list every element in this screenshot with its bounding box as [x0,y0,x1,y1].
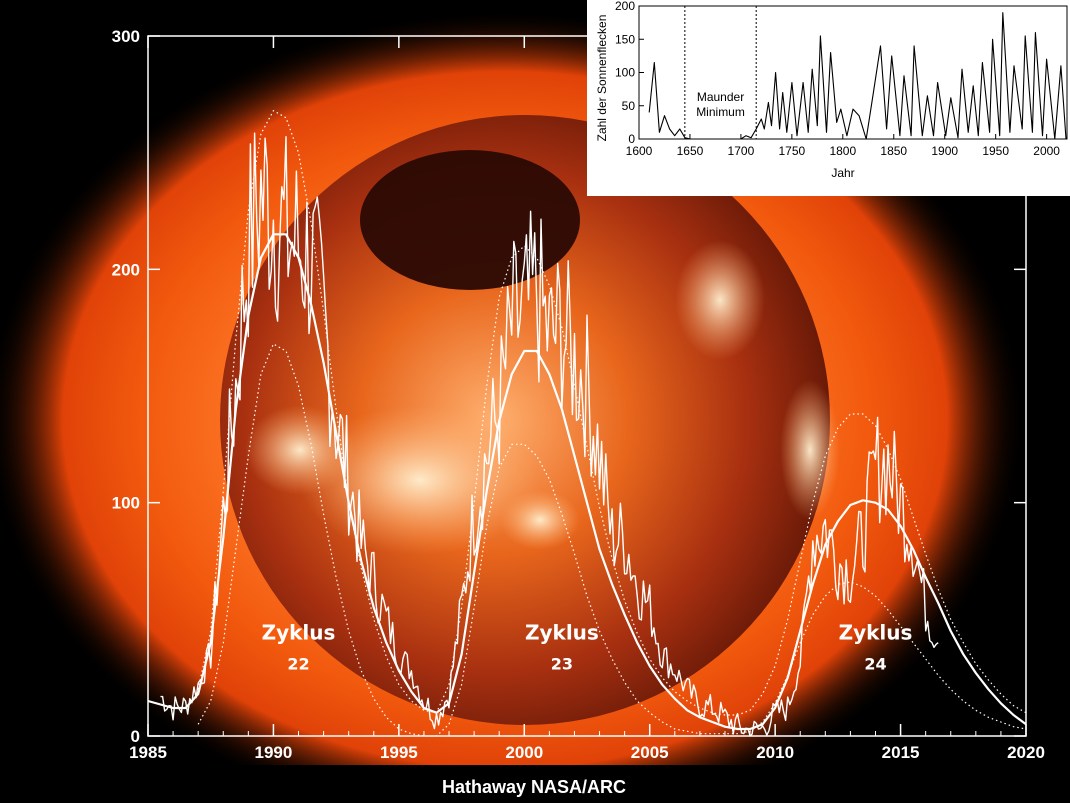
x-tick-label: 2000 [505,743,543,762]
series-line-monthly-noisy-white [160,132,939,737]
inset-series [648,12,1067,140]
inset-x-tick-label: 1850 [880,144,907,158]
inset-x-tick-label: 1800 [829,144,856,158]
inset-y-tick-label: 150 [615,32,635,46]
x-tick-label: 2020 [1007,743,1045,762]
inset-x-tick-label: 1600 [626,144,653,158]
credit-label: Hathaway NASA/ARC [442,777,626,797]
inset-x-tick-label: 1900 [931,144,958,158]
y-tick-label: 100 [112,494,140,513]
inset-chart: 1600 1650 1700 1750 1800 1850 1900 1950 2000 0 50 1… [587,0,1070,196]
inset-x-tick-label: 2000 [1033,144,1060,158]
cycle-label: Zyklus [525,620,599,644]
inset-x-tick-label: 1700 [728,144,755,158]
inset-x-tick-label: 1950 [982,144,1009,158]
x-tick-label: 1995 [380,743,418,762]
inset-axes: 1600 1650 1700 1750 1800 1850 1900 1950 2000 0 50 1… [615,0,1060,158]
inset-x-axis-label: Jahr [831,166,854,180]
cycle-label: Zyklus [262,620,336,644]
inset-annotation-minimum: Minimum [696,105,745,119]
cycle-number: 23 [551,654,573,673]
main-series [147,110,1027,737]
inset-y-tick-label: 100 [615,66,635,80]
y-tick-label: 200 [112,260,140,279]
x-tick-label: 1990 [255,743,293,762]
inset-y-tick-label: 200 [615,0,635,13]
cycle-number: 22 [287,654,309,673]
y-tick-label: 0 [131,727,140,746]
series-line-smoothed-solid [147,233,1027,731]
inset-y-axis-label: Zahl der Sonnenflecken [595,15,609,142]
x-tick-label: 2005 [631,743,669,762]
series-line-lower-envelope-dotted [197,343,1027,737]
x-tick-label: 2015 [882,743,920,762]
cycle-annotations: Zyklus 22 Zyklus 23 Zyklus 24 [262,620,913,673]
inset-x-tick-label: 1650 [677,144,704,158]
series-line-upper-envelope-dotted [197,110,1027,716]
inset-sunspot-line [648,12,1067,140]
y-tick-label: 300 [112,27,140,46]
inset-x-tick-label: 1750 [779,144,806,158]
x-tick-label: 1985 [129,743,167,762]
x-tick-label: 2010 [756,743,794,762]
cycle-label: Zyklus [839,620,913,644]
main-axes: 1985 1990 1995 2000 2005 2010 2015 2020 0 100 200 3… [112,27,1045,762]
inset-y-tick-label: 0 [628,132,635,146]
inset-y-tick-label: 50 [622,99,636,113]
inset-annotation-maunder: Maunder [697,90,744,104]
cycle-number: 24 [864,654,886,673]
